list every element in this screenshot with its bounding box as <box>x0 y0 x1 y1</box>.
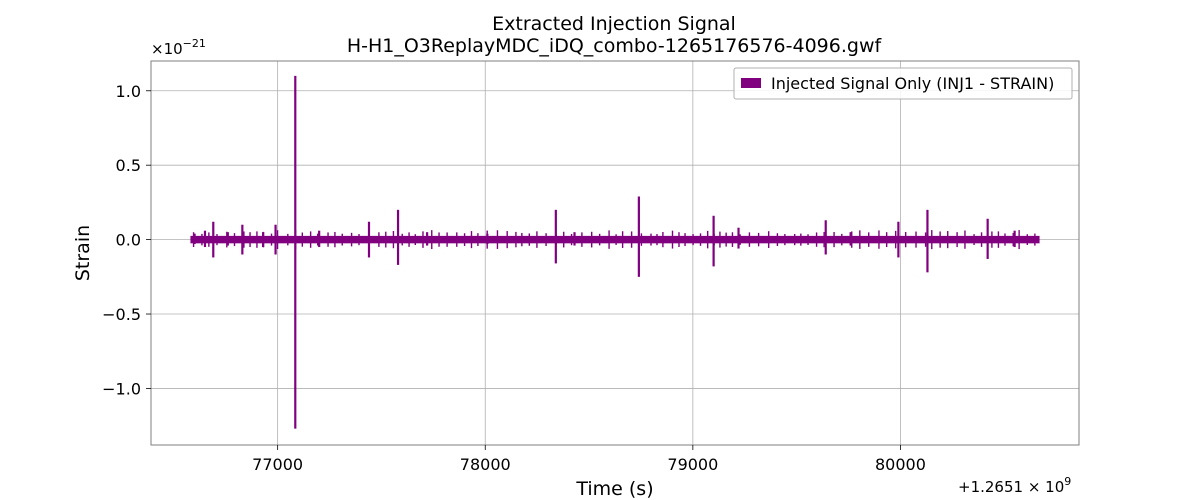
y-multiplier-exponent: −21 <box>183 37 206 50</box>
series-0 <box>190 75 1040 429</box>
y-tick-label-1: 0.5 <box>116 156 141 175</box>
chart-subtitle: H-H1_O3ReplayMDC_iDQ_combo-1265176576-40… <box>347 35 883 57</box>
x-axis-label: Time (s) <box>575 478 653 500</box>
y-multiplier-label: ×10−21 <box>151 37 206 58</box>
chart-title: Extracted Injection Signal <box>492 13 736 35</box>
x-offset-label: +1.2651 × 109 <box>958 475 1071 496</box>
y-tick-label-0: 1.0 <box>116 82 141 101</box>
x-tick-label-0: 77000 <box>252 455 303 474</box>
y-tick-label-4: −1.0 <box>102 379 141 398</box>
series-layer <box>190 75 1040 429</box>
x-tick-label-2: 79000 <box>667 455 718 474</box>
axes-frame <box>150 60 1080 446</box>
y-tick-label-2: 0.0 <box>116 231 141 250</box>
series-0-micro-glitches <box>192 230 1036 250</box>
legend: Injected Signal Only (INJ1 - STRAIN) <box>733 67 1073 100</box>
legend-frame <box>733 67 1073 100</box>
ticks: 77000 78000 79000 80000 1.0 0.5 0.0 −0.5 −1.0 <box>102 82 926 474</box>
y-tick-label-3: −0.5 <box>102 305 141 324</box>
y-axis-label: Strain <box>72 225 94 281</box>
x-tick-label-1: 78000 <box>460 455 511 474</box>
legend-swatch <box>741 78 761 88</box>
x-tick-label-3: 80000 <box>875 455 926 474</box>
legend-label: Injected Signal Only (INJ1 - STRAIN) <box>771 74 1054 93</box>
x-offset-exponent: 9 <box>1064 475 1071 488</box>
plot-area <box>151 61 1079 445</box>
